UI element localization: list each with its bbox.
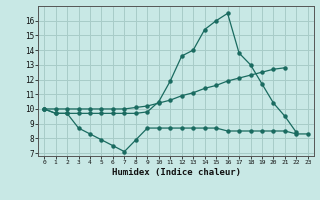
X-axis label: Humidex (Indice chaleur): Humidex (Indice chaleur)	[111, 168, 241, 177]
